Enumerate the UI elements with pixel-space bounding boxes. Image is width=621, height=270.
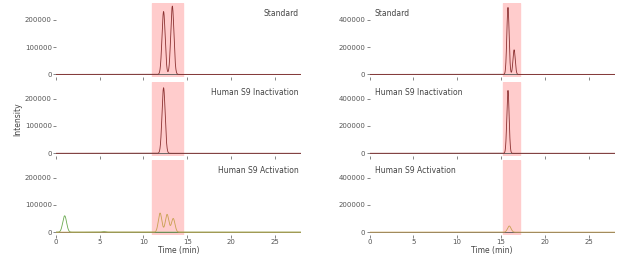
Bar <box>152 3 183 77</box>
Text: Standard: Standard <box>263 9 299 18</box>
Text: Human S9 Inactivation: Human S9 Inactivation <box>374 87 462 97</box>
X-axis label: Time (min): Time (min) <box>471 247 513 255</box>
Text: Standard: Standard <box>374 9 410 18</box>
Bar <box>503 3 520 77</box>
Bar <box>152 82 183 156</box>
Y-axis label: Intensity: Intensity <box>13 102 22 136</box>
Bar <box>503 160 520 235</box>
Text: Human S9 Inactivation: Human S9 Inactivation <box>211 87 299 97</box>
Bar <box>152 160 183 235</box>
Text: Human S9 Activation: Human S9 Activation <box>374 166 455 176</box>
X-axis label: Time (min): Time (min) <box>158 247 199 255</box>
Bar <box>503 82 520 156</box>
Text: Human S9 Activation: Human S9 Activation <box>218 166 299 176</box>
